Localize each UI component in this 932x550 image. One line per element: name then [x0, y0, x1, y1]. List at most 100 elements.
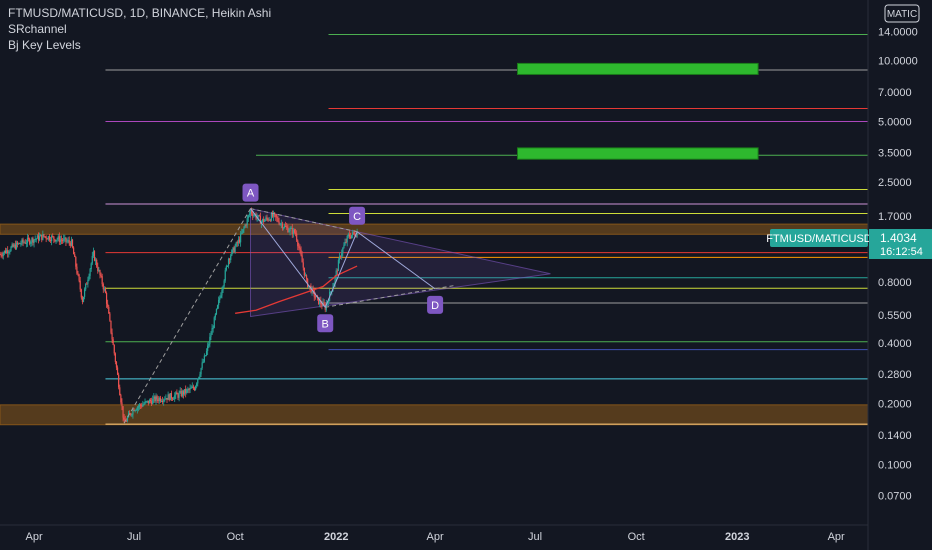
candle-body: [198, 376, 200, 379]
candle: [73, 246, 75, 255]
price-axis[interactable]: 14.0000 10.0000 7.0000 5.0000 3.5000 2.5000 1.…: [867, 0, 918, 550]
candle: [35, 238, 37, 243]
candle-body: [80, 289, 82, 298]
candle: [47, 235, 49, 242]
time-axis[interactable]: Apr Jul Oct 2022 Apr Jul Oct 2023 Apr: [0, 524, 868, 543]
candle-body: [246, 218, 248, 225]
candle-body: [212, 328, 214, 330]
candle: [201, 358, 203, 370]
candle: [300, 246, 302, 257]
candle-body: [289, 228, 291, 232]
indicator-bj-key-levels[interactable]: Bj Key Levels: [8, 38, 81, 52]
candle-body: [49, 240, 52, 242]
candle-body: [79, 280, 81, 290]
candle: [194, 385, 197, 391]
candle-body: [338, 256, 341, 261]
candle: [203, 353, 205, 363]
candle-body: [18, 243, 20, 245]
candle: [67, 236, 69, 244]
candle-body: [181, 391, 183, 396]
indicator-srchannel[interactable]: SRchannel: [8, 22, 67, 36]
candle: [158, 396, 160, 404]
candle: [216, 304, 219, 310]
candle-body: [120, 395, 122, 403]
candle: [265, 215, 267, 222]
scale-badge[interactable]: MATIC: [884, 4, 920, 23]
candle: [267, 217, 269, 222]
candle-body: [174, 395, 176, 399]
candle: [231, 249, 233, 257]
candle-body: [165, 398, 167, 400]
candle-body: [205, 351, 208, 356]
candle-body: [248, 213, 251, 216]
candle-body: [1, 255, 3, 257]
candle-body: [59, 239, 62, 242]
candle-body: [223, 280, 225, 287]
candle: [121, 398, 123, 411]
candle-body: [288, 231, 290, 233]
y-tick-label: 0.2800: [878, 369, 912, 381]
candle: [153, 393, 155, 403]
candle-body: [34, 239, 36, 241]
candle-body: [105, 292, 108, 304]
candle-body: [352, 232, 354, 236]
candle-body: [36, 235, 38, 239]
candle-body: [141, 405, 143, 407]
x-tick-label: Apr: [427, 531, 444, 543]
candle-body: [270, 213, 272, 221]
point-label-text: B: [322, 318, 329, 330]
candle: [141, 402, 143, 409]
candle-body: [121, 402, 123, 407]
candle: [21, 238, 23, 246]
candle-body: [180, 390, 182, 396]
candle-body: [224, 270, 226, 281]
candle-body: [200, 368, 202, 375]
candle-body: [162, 401, 164, 403]
candle-body: [54, 239, 56, 242]
candle: [179, 387, 181, 394]
candle: [63, 234, 65, 244]
candle: [323, 299, 325, 306]
candle: [353, 232, 355, 235]
candle-body: [115, 361, 118, 368]
candle-body: [294, 232, 297, 234]
candle: [145, 400, 147, 404]
candle-body: [185, 389, 187, 393]
candle-body: [231, 250, 233, 256]
candle-body: [225, 266, 227, 271]
candle: [204, 355, 207, 357]
candle-body: [305, 275, 308, 279]
y-tick-label: 0.4000: [878, 338, 912, 350]
candle: [163, 398, 165, 406]
symbol-title[interactable]: FTMUSD/MATICUSD, 1D, BINANCE, Heikin Ash…: [8, 6, 272, 20]
candle: [167, 391, 169, 400]
candle-body: [296, 233, 298, 241]
candle: [62, 237, 64, 244]
candle: [31, 236, 33, 247]
candle-body: [68, 240, 70, 243]
candle-body: [267, 218, 269, 221]
candle: [0, 252, 2, 258]
candle-body: [67, 240, 69, 242]
candle-body: [123, 417, 125, 420]
candle: [107, 299, 109, 309]
candle: [65, 237, 67, 247]
candle-body: [226, 265, 229, 267]
candle-body: [99, 270, 101, 276]
candle: [229, 257, 231, 265]
candle-body: [176, 392, 178, 395]
candle-body: [92, 251, 94, 257]
candle: [24, 239, 26, 245]
candle-body: [38, 236, 41, 241]
candle: [64, 234, 66, 243]
candle: [84, 287, 86, 300]
candle: [11, 242, 13, 249]
candle-body: [84, 289, 86, 297]
candle: [92, 247, 94, 258]
candle: [118, 372, 120, 390]
candle-body: [197, 378, 199, 384]
candle-body: [216, 305, 219, 309]
price-tag-symbol: FTMUSD/MATICUSD: [766, 233, 872, 245]
candle-body: [31, 238, 33, 243]
